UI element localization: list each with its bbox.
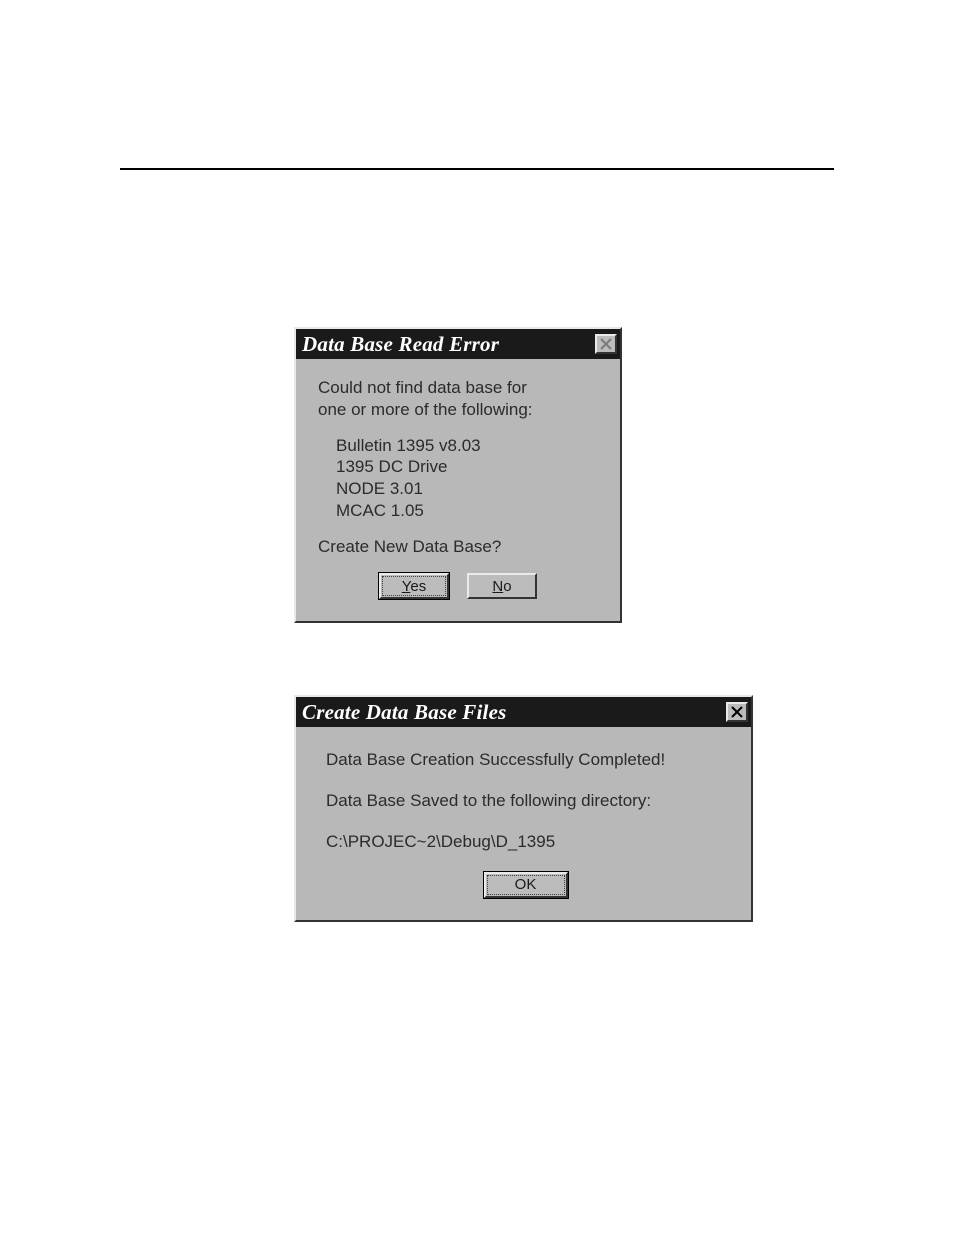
close-button-error[interactable] [595, 334, 617, 354]
no-mnemonic: N [492, 578, 503, 595]
dialog-body-error: Could not find data base for one or more… [296, 359, 620, 621]
titlebar-error: Data Base Read Error [296, 329, 620, 359]
no-rest: o [503, 578, 511, 595]
error-item: NODE 3.01 [336, 478, 598, 500]
error-line2: one or more of the following: [318, 399, 598, 421]
ok-button[interactable]: OK [484, 872, 568, 898]
yes-button[interactable]: Yes [379, 573, 449, 599]
dialog-database-read-error: Data Base Read Error Could not find data… [294, 327, 622, 623]
yes-mnemonic: Y [402, 578, 411, 595]
create-msg2: Data Base Saved to the following directo… [326, 790, 725, 813]
error-item: MCAC 1.05 [336, 500, 598, 522]
error-question: Create New Data Base? [318, 536, 598, 558]
error-item: 1395 DC Drive [336, 456, 598, 478]
yes-rest: es [410, 578, 426, 595]
error-line1: Could not find data base for [318, 377, 598, 399]
dialog-create-database-files: Create Data Base Files Data Base Creatio… [294, 695, 753, 922]
no-button[interactable]: No [467, 573, 537, 599]
close-icon [600, 338, 612, 350]
titlebar-create: Create Data Base Files [296, 697, 751, 727]
title-create: Create Data Base Files [302, 700, 506, 725]
error-item-list: Bulletin 1395 v8.03 1395 DC Drive NODE 3… [336, 435, 598, 522]
page-divider [120, 168, 834, 170]
ok-label: OK [515, 875, 537, 895]
error-item: Bulletin 1395 v8.03 [336, 435, 598, 457]
button-row-error: Yes No [318, 573, 598, 599]
close-button-create[interactable] [726, 702, 748, 722]
create-msg1: Data Base Creation Successfully Complete… [326, 749, 725, 772]
dialog-body-create: Data Base Creation Successfully Complete… [296, 727, 751, 920]
button-row-create: OK [326, 872, 725, 898]
close-icon [731, 706, 743, 718]
title-error: Data Base Read Error [302, 332, 499, 357]
create-path: C:\PROJEC~2\Debug\D_1395 [326, 831, 725, 854]
